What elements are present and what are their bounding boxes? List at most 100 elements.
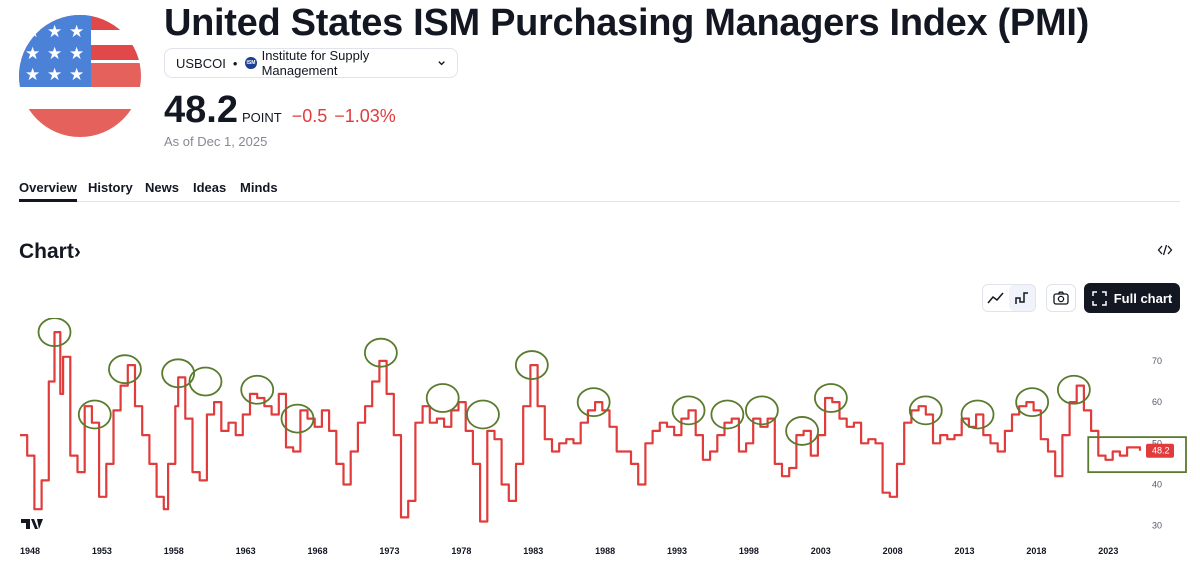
data-point: [393, 434, 395, 436]
data-point: [680, 417, 682, 419]
x-tick-label: 1958: [164, 546, 184, 556]
tab-overview[interactable]: Overview: [19, 180, 77, 202]
pmi-chart[interactable]: 30 40 50 60 70 1948 1953 1958 1963 1968 1973 1978 19…: [0, 318, 1200, 569]
data-point: [1054, 475, 1056, 477]
data-point: [69, 454, 71, 456]
data-point: [53, 331, 55, 333]
last-value-badge: [1146, 443, 1174, 458]
data-point: [364, 405, 366, 407]
tab-history[interactable]: History: [88, 180, 133, 195]
data-point: [838, 417, 840, 419]
data-point: [651, 430, 653, 432]
data-point: [62, 356, 64, 358]
separator-dot: •: [232, 55, 238, 71]
y-tick-label: 60: [1152, 397, 1162, 407]
data-point: [371, 380, 373, 382]
data-point: [493, 438, 495, 440]
data-point: [939, 434, 941, 436]
peak-annotation-circle: [908, 395, 943, 426]
peak-annotation-circle: [240, 374, 275, 405]
peak-annotation-circle: [744, 395, 779, 426]
chart-section-heading[interactable]: Chart›: [19, 240, 81, 264]
peak-annotation-circle: [576, 387, 611, 418]
data-point: [788, 467, 790, 469]
data-point: [270, 413, 272, 415]
data-point: [342, 483, 344, 485]
data-point: [1047, 450, 1049, 452]
data-point: [400, 516, 402, 518]
svg-text:★: ★: [25, 65, 40, 85]
source-selector[interactable]: USBCOI • ISM Institute for Supply Manage…: [164, 48, 458, 78]
data-point: [292, 450, 294, 452]
y-tick-label: 40: [1152, 479, 1162, 489]
data-point: [702, 459, 704, 461]
data-point: [558, 442, 560, 444]
data-point: [1133, 446, 1135, 448]
data-point: [199, 479, 201, 481]
data-point: [853, 422, 855, 424]
x-tick-label: 1968: [308, 546, 328, 556]
data-point: [112, 409, 114, 411]
x-tick-label: 2023: [1098, 546, 1118, 556]
peak-annotation-circle: [785, 416, 820, 446]
data-point: [1139, 450, 1141, 452]
data-point: [249, 393, 251, 395]
as-of-date: As of Dec 1, 2025: [164, 134, 268, 149]
data-point: [299, 409, 301, 411]
price-row: 48.2 POINT −0.5 −1.03%: [164, 90, 396, 130]
svg-text:★: ★: [47, 22, 62, 42]
last-value-label: 48.2: [1152, 446, 1170, 456]
step-style-button[interactable]: [1009, 285, 1035, 311]
peak-annotation-circle: [161, 358, 196, 389]
data-point: [486, 430, 488, 432]
peak-annotation-circle: [425, 383, 460, 413]
tab-ideas[interactable]: Ideas: [193, 180, 227, 195]
data-point: [925, 413, 927, 415]
data-point: [48, 380, 50, 382]
data-point: [141, 434, 143, 436]
x-tick-label: 1978: [451, 546, 471, 556]
data-point: [1018, 405, 1020, 407]
full-chart-button[interactable]: Full chart: [1084, 283, 1180, 313]
data-point: [623, 450, 625, 452]
data-point: [831, 401, 833, 403]
latest-annotation-box: [1087, 436, 1187, 474]
data-point: [781, 475, 783, 477]
data-point: [745, 442, 747, 444]
line-style-button[interactable]: [983, 285, 1009, 311]
data-point: [349, 450, 351, 452]
data-point: [500, 483, 502, 485]
camera-icon: [1053, 291, 1069, 305]
page-title: United States ISM Purchasing Managers In…: [164, 2, 1089, 44]
svg-text:★: ★: [47, 44, 62, 64]
x-tick-label: 1998: [739, 546, 759, 556]
data-point: [932, 442, 934, 444]
peak-annotation-circle: [514, 350, 549, 380]
data-point: [738, 450, 740, 452]
data-point: [174, 405, 176, 407]
data-point: [730, 417, 732, 419]
data-point: [263, 405, 265, 407]
snapshot-button[interactable]: [1046, 284, 1076, 312]
data-point: [975, 413, 977, 415]
x-tick-label: 2008: [883, 546, 903, 556]
data-point: [766, 417, 768, 419]
tab-news[interactable]: News: [145, 180, 179, 195]
data-point: [608, 426, 610, 428]
data-point: [436, 417, 438, 419]
svg-text:★: ★: [69, 65, 84, 85]
data-point: [306, 417, 308, 419]
svg-text:★: ★: [25, 22, 40, 42]
data-point: [529, 364, 531, 366]
pmi-series-line: [20, 331, 1142, 523]
data-point: [464, 430, 466, 432]
svg-text:★: ★: [47, 65, 62, 85]
embed-code-icon[interactable]: [1157, 242, 1173, 258]
svg-text:★: ★: [69, 44, 84, 64]
data-point: [206, 413, 208, 415]
x-tick-label: 1993: [667, 546, 687, 556]
data-point: [673, 434, 675, 436]
current-value: 48.2: [164, 89, 238, 131]
tab-minds[interactable]: Minds: [240, 180, 278, 195]
peak-annotation-circle: [77, 399, 112, 430]
